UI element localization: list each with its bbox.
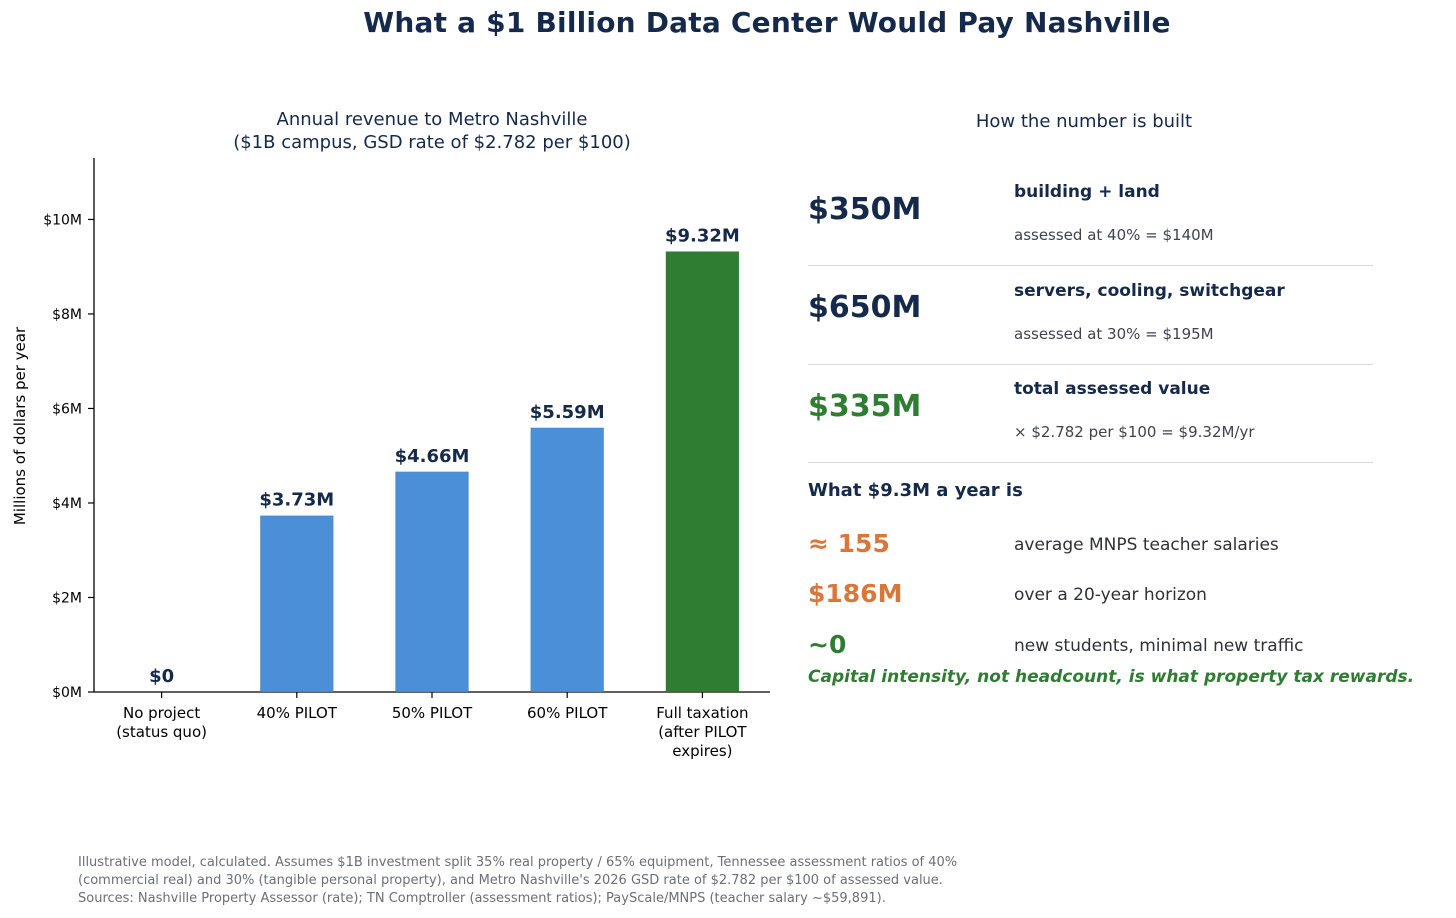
bars: $0 $3.73M $4.66M $5.59M $9.32M [149,226,740,693]
y-tick-label: $4M [52,496,82,512]
x-tick-label: 60% PILOT [527,704,608,722]
chart-title-line-2: ($1B campus, GSD rate of $2.782 per $100… [233,132,631,153]
bar-value-label: $3.73M [259,490,334,511]
y-tick-label: $2M [52,590,82,606]
x-tick-label: 40% PILOT [257,704,338,722]
stat-desc: over a 20-year horizon [1014,585,1207,605]
tagline: Capital intensity, not headcount, is wha… [808,667,1415,687]
build-title: total assessed value [1014,379,1211,399]
stat-value: $186M [808,579,903,608]
x-ticks: No project(status quo) 40% PILOT 50% PILOT… [116,692,749,760]
build-detail: assessed at 30% = $195M [1014,325,1214,343]
stat-desc: new students, minimal new traffic [1014,636,1304,656]
bar [530,427,605,693]
bar [665,251,740,693]
x-tick-label: No project [123,704,200,722]
build-amount: $650M [808,290,922,325]
x-tick-label: Full taxation [656,704,748,722]
footnote-line: Sources: Nashville Property Assessor (ra… [78,891,886,906]
y-tick-label: $0M [52,685,82,701]
bar-value-label: $0 [149,666,174,687]
build-amount: $350M [808,192,922,227]
footnote: Illustrative model, calculated. Assumes … [78,854,1058,908]
bar [259,515,334,693]
footnote-line: Illustrative model, calculated. Assumes … [78,855,958,870]
y-ticks: $0M $2M $4M $6M $8M $10M [43,212,94,701]
divider [808,364,1373,365]
revenue-bar-chart: Annual revenue to Metro Nashville ($1B c… [11,109,770,760]
y-axis-label: Millions of dollars per year [11,326,29,525]
panel-title: How the number is built [975,111,1193,132]
divider [808,462,1373,463]
y-tick-label: $8M [52,307,82,323]
stat-value: ≈ 155 [808,529,890,558]
x-tick-label: (status quo) [116,723,207,741]
stat-desc: average MNPS teacher salaries [1014,535,1279,555]
y-tick-label: $10M [43,212,82,228]
stat-value: ~0 [808,630,847,659]
build-title: building + land [1014,182,1160,202]
build-title: servers, cooling, switchgear [1014,281,1285,301]
bar-value-label: $5.59M [530,402,605,423]
x-tick-label: 50% PILOT [392,704,473,722]
x-tick-label: (after PILOT [658,723,747,741]
build-amount: $335M [808,389,922,424]
bar-value-label: $4.66M [395,446,470,467]
main-title: What a $1 Billion Data Center Would Pay … [363,6,1171,39]
chart-title-line-1: Annual revenue to Metro Nashville [277,109,588,130]
x-tick-label: expires) [672,742,732,760]
build-detail: assessed at 40% = $140M [1014,226,1214,244]
bar [395,471,469,693]
y-tick-label: $6M [52,401,82,417]
footnote-line: (commercial real) and 30% (tangible pers… [78,873,943,888]
section-heading: What $9.3M a year is [808,480,1023,501]
bar-value-label: $9.32M [665,226,740,247]
divider [808,265,1373,266]
build-detail: × $2.782 per $100 = $9.32M/yr [1014,423,1255,441]
